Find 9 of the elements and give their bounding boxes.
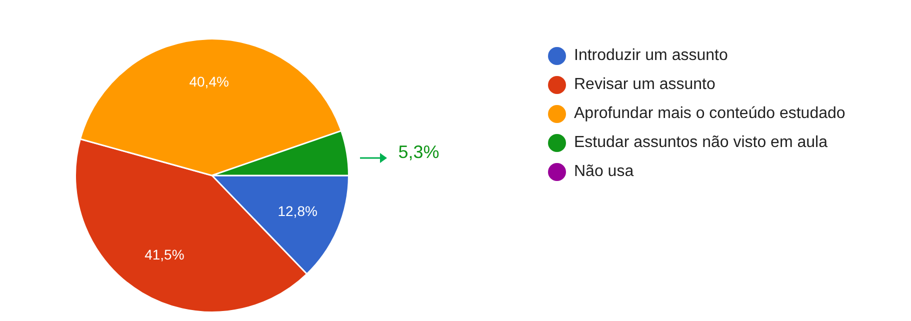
legend-label: Revisar um assunto — [574, 76, 716, 94]
legend-label: Introduzir um assunto — [574, 46, 728, 64]
legend-label: Estudar assuntos não visto em aula — [574, 134, 828, 152]
data-label: 40,4% — [189, 73, 229, 90]
data-label: 5,3% — [398, 142, 440, 162]
data-label: 41,5% — [144, 246, 184, 262]
legend-label: Não usa — [574, 162, 634, 180]
legend-label: Aprofundar mais o conteúdo estudado — [574, 104, 846, 122]
data-label: 12,8% — [278, 202, 318, 219]
